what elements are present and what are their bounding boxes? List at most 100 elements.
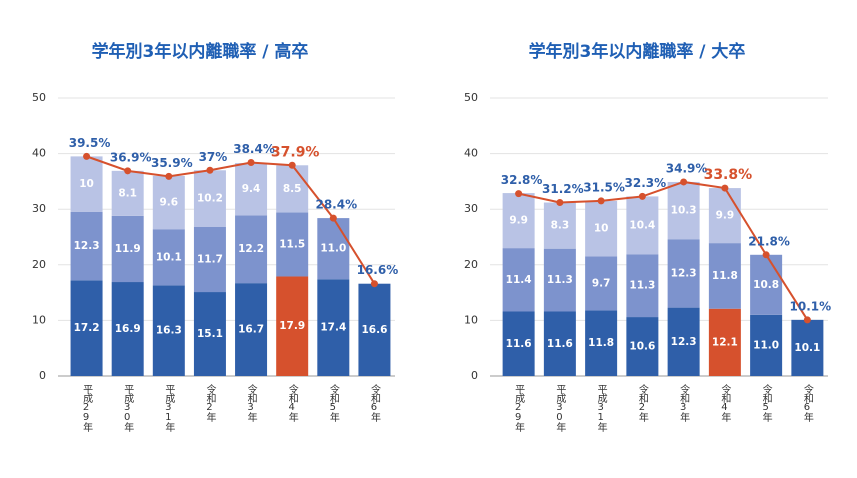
bar-segment [235,163,268,216]
line-label: 35.9% [151,156,193,170]
data-label: 12.2 [238,243,264,255]
bar-segment [276,276,309,376]
bar-segment [750,254,783,315]
bar-segment [317,279,350,376]
bar-segment [626,254,659,318]
data-label: 12.1 [712,336,738,348]
data-label: 9.9 [716,210,735,222]
bar-segment [193,292,226,376]
data-label: 9.4 [242,183,261,195]
data-label: 10.2 [197,193,223,205]
x-tick-label: 令和2年 [204,383,216,423]
line-point [803,316,811,324]
line-label: 32.3% [625,176,667,190]
data-label: 16.6 [361,324,387,336]
x-tick-label: 令和4年 [719,383,731,423]
bar-segment [111,170,144,216]
x-tick-label: 令和5年 [760,383,772,423]
data-label: 10.1 [794,342,820,354]
line-label: 28.4% [315,198,357,212]
data-label: 12.3 [671,267,697,279]
data-label: 16.7 [238,324,264,336]
data-label: 16.9 [115,323,141,335]
line-label: 39.5% [69,136,111,150]
y-tick-label: 0 [39,369,46,382]
y-tick-label: 30 [464,202,478,215]
y-tick-label: 50 [32,91,46,104]
bar-segment [111,282,144,376]
y-tick-label: 40 [32,147,46,160]
bar-segment [235,283,268,376]
line-label: 31.5% [583,180,625,194]
data-label: 10 [79,178,94,190]
x-tick-label: 平成29年 [513,384,525,433]
x-tick-label: 令和5年 [327,383,339,423]
bar-segment [708,308,741,376]
line-label: 21.8% [748,234,790,248]
data-label: 11.3 [547,274,573,286]
bar-segment [317,218,350,280]
data-label: 8.1 [118,187,137,199]
bar-segment [235,215,268,284]
line-point [370,280,378,288]
y-tick-label: 30 [32,202,46,215]
data-label: 17.2 [74,322,100,334]
bar-segment [502,193,535,249]
data-label: 12.3 [671,336,697,348]
data-label: 11.3 [629,280,655,292]
y-tick-label: 10 [32,313,46,326]
data-label: 11.8 [712,270,738,282]
data-label: 11.0 [753,339,779,351]
line-point [247,158,255,166]
line-point [638,192,646,200]
y-tick-label: 50 [464,91,478,104]
line-label: 10.1% [790,299,832,313]
line-label: 36.9% [110,150,152,164]
bar-segment [152,229,185,286]
x-tick-label: 令和4年 [286,383,298,423]
bar-segment [791,319,824,376]
bar-segment [585,256,618,311]
line-point [762,251,770,259]
x-tick-label: 平成31年 [163,384,175,433]
y-tick-label: 0 [471,369,478,382]
data-label: 10 [594,223,609,235]
x-tick-label: 平成30年 [122,384,134,433]
data-label: 10.1 [156,251,182,263]
data-label: 17.9 [279,320,305,332]
data-label: 10.6 [629,341,655,353]
x-tick-label: 平成31年 [595,384,607,433]
bar-segment [667,307,700,376]
data-label: 10.4 [629,219,655,231]
chart: 学年別3年以内離職率 / 大卒 0 10 20 30 40 50 平成29年 11.6 11.4 9… [464,41,831,433]
line-label: 16.6% [357,263,399,277]
bar-segment [193,170,226,227]
bar-segment [70,211,103,281]
line-label: 34.9% [666,161,708,175]
x-tick-label: 令和2年 [636,383,648,423]
x-tick-label: 平成29年 [81,384,93,433]
x-tick-label: 令和3年 [678,383,690,423]
line-label: 37% [199,150,228,164]
data-label: 11.7 [197,254,223,266]
line-label: 37.9% [271,144,320,160]
data-label: 11.9 [115,243,141,255]
data-label: 9.7 [592,277,611,289]
data-label: 15.1 [197,328,223,340]
data-label: 17.4 [320,322,346,334]
bar-segment [152,285,185,376]
data-label: 10.8 [753,279,779,291]
chart: 学年別3年以内離職率 / 高卒 0 10 20 30 40 50 平成29年 17.2 12.3 1… [32,41,398,433]
data-label: 11.8 [588,337,614,349]
bar-segment [667,181,700,240]
y-tick-label: 10 [464,313,478,326]
data-label: 8.3 [551,220,570,232]
bar-segment [585,310,618,376]
data-label: 11.6 [547,338,573,350]
bar-segment [585,200,618,257]
data-label: 10.3 [671,205,697,217]
line-point [288,161,296,169]
bar-segment [626,317,659,376]
line-point [680,178,688,186]
bar-segment [750,314,783,376]
